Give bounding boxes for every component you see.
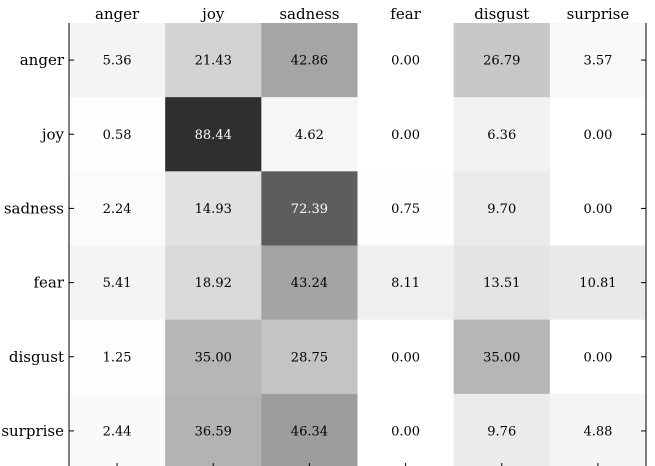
cell-value-label: 13.51 bbox=[483, 276, 520, 291]
heatmap-cell bbox=[549, 319, 647, 395]
heatmap-cell bbox=[453, 393, 551, 466]
heatmap-cell bbox=[69, 245, 166, 321]
cell-value-label: 36.59 bbox=[195, 424, 232, 439]
cell-value-label: 9.70 bbox=[487, 202, 516, 217]
y-tick-label: surprise bbox=[1, 422, 64, 440]
heatmap-cell bbox=[165, 97, 262, 172]
cell-value-label: 2.24 bbox=[103, 202, 132, 217]
heatmap-cell bbox=[357, 245, 455, 321]
heatmap-cell bbox=[69, 319, 166, 395]
cell-value-label: 88.44 bbox=[195, 128, 232, 143]
cell-value-label: 35.00 bbox=[195, 350, 232, 365]
heatmap-cell bbox=[69, 23, 166, 98]
cell-value-label: 35.00 bbox=[483, 350, 520, 365]
cell-value-label: 6.36 bbox=[487, 128, 516, 143]
heatmap-cell bbox=[261, 245, 358, 321]
heatmap-cell bbox=[357, 97, 455, 172]
x-tick-label: joy bbox=[200, 5, 225, 23]
heatmap-cell bbox=[165, 23, 262, 98]
heatmap-cell bbox=[549, 23, 647, 98]
heatmap-cell bbox=[165, 319, 262, 395]
cell-value-label: 72.39 bbox=[291, 202, 328, 217]
cell-value-label: 0.58 bbox=[103, 128, 132, 143]
cell-value-label: 3.57 bbox=[583, 54, 612, 69]
cell-value-label: 42.86 bbox=[291, 54, 328, 69]
cell-value-label: 18.92 bbox=[195, 276, 232, 291]
y-tick-label: anger bbox=[20, 51, 65, 69]
cell-value-label: 0.75 bbox=[391, 202, 420, 217]
y-tick-label: joy bbox=[40, 125, 65, 143]
cell-value-label: 26.79 bbox=[483, 54, 520, 69]
y-tick-label: sadness bbox=[4, 199, 64, 217]
heatmap-cell bbox=[69, 171, 166, 246]
heatmap-cell bbox=[453, 171, 551, 246]
heatmap-cell bbox=[453, 97, 551, 172]
heatmap-cell bbox=[69, 393, 166, 466]
y-tick-label: disgust bbox=[9, 348, 64, 366]
cell-value-label: 0.00 bbox=[391, 128, 420, 143]
heatmap-cell bbox=[261, 171, 358, 246]
cell-value-label: 4.62 bbox=[295, 128, 324, 143]
cell-value-label: 2.44 bbox=[103, 424, 132, 439]
cell-value-label: 14.93 bbox=[195, 202, 232, 217]
x-tick-label: fear bbox=[390, 5, 421, 23]
heatmap-cell bbox=[549, 245, 647, 321]
cell-value-label: 0.00 bbox=[391, 424, 420, 439]
cell-value-label: 9.76 bbox=[487, 424, 516, 439]
cell-value-label: 21.43 bbox=[195, 54, 232, 69]
heatmap-cell bbox=[549, 97, 647, 172]
cell-value-label: 0.00 bbox=[583, 128, 612, 143]
heatmap-cell bbox=[357, 23, 455, 98]
heatmap-axes: anger joy sadness fear disgust surprise anger j… bbox=[1, 5, 647, 466]
x-tick-label: anger bbox=[95, 5, 140, 23]
heatmap-cell bbox=[453, 319, 551, 395]
cell-value-label: 1.25 bbox=[103, 350, 132, 365]
y-tick-label: fear bbox=[33, 274, 64, 292]
heatmap-cell bbox=[261, 97, 358, 172]
cell-value-label: 46.34 bbox=[291, 424, 328, 439]
heatmap-cell bbox=[261, 319, 358, 395]
heatmap-cell bbox=[165, 171, 262, 246]
heatmap-cell bbox=[357, 393, 455, 466]
cell-value-label: 43.24 bbox=[291, 276, 328, 291]
x-tick-label: surprise bbox=[567, 5, 630, 23]
cell-value-label: 10.81 bbox=[579, 276, 616, 291]
cell-value-label: 0.00 bbox=[583, 350, 612, 365]
cell-value-label: 0.00 bbox=[391, 54, 420, 69]
heatmap-cells: 5.36 21.43 42.86 0.00 26.79 3.57 0.58 88.44 4.62… bbox=[69, 23, 647, 466]
cell-value-label: 5.41 bbox=[103, 276, 132, 291]
heatmap-cell bbox=[453, 245, 551, 321]
x-tick-label: sadness bbox=[279, 5, 339, 23]
heatmap-cell bbox=[357, 171, 455, 246]
cell-value-label: 28.75 bbox=[291, 350, 328, 365]
cell-value-label: 4.88 bbox=[583, 424, 612, 439]
heatmap-cell bbox=[165, 245, 262, 321]
cell-value-label: 0.00 bbox=[391, 350, 420, 365]
x-tick-label: disgust bbox=[474, 5, 529, 23]
cell-value-label: 5.36 bbox=[103, 54, 132, 69]
heatmap-cell bbox=[261, 23, 358, 98]
cell-value-label: 0.00 bbox=[583, 202, 612, 217]
heatmap-cell bbox=[549, 393, 647, 466]
cell-value-label: 8.11 bbox=[391, 276, 420, 291]
heatmap-cell bbox=[453, 23, 551, 98]
heatmap-cell bbox=[165, 393, 262, 466]
heatmap-cell bbox=[261, 393, 358, 466]
heatmap-cell bbox=[357, 319, 455, 395]
heatmap-cell bbox=[69, 97, 166, 172]
heatmap-cell bbox=[549, 171, 647, 246]
